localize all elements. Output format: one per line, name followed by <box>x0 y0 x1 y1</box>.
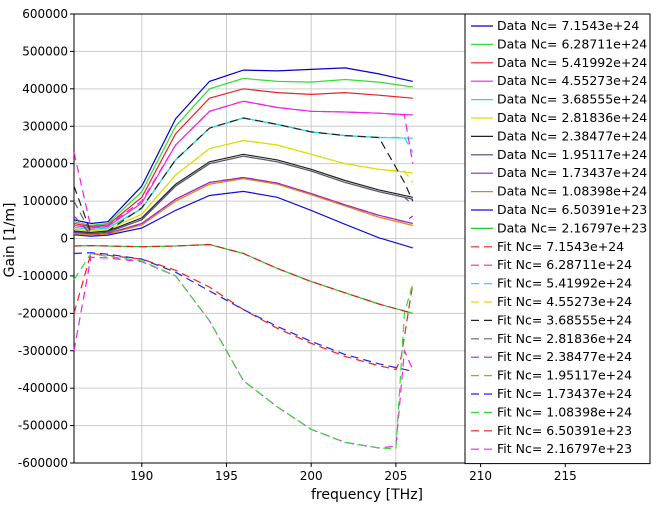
series-line-10 <box>73 190 413 249</box>
legend-entry: Fit Nc= 7.1543e+24 <box>497 239 624 254</box>
legend-entry: Fit Nc= 4.55273e+24 <box>497 294 632 309</box>
series-line-15 <box>73 139 414 232</box>
y-axis-ticks: -600000 -500000 -400000 -300000 -200000 -1000… <box>18 7 74 470</box>
y-tick-label: -500000 <box>18 419 68 433</box>
x-tick-label: 190 <box>130 469 153 483</box>
legend-entry: Data Nc= 3.68555e+24 <box>497 92 647 107</box>
y-tick-label: 400000 <box>22 82 68 96</box>
series-line-16 <box>73 117 414 234</box>
y-tick-label: 200000 <box>22 157 68 171</box>
y-tick-label: 500000 <box>22 44 68 58</box>
series-line-21 <box>73 252 414 450</box>
legend: Data Nc= 7.1543e+24 Data Nc= 6.28711e+24 D… <box>464 13 651 465</box>
series-line-12 <box>73 252 414 371</box>
series-line-1 <box>73 77 413 227</box>
x-tick-label: 215 <box>554 469 577 483</box>
legend-entry: Fit Nc= 1.73437e+24 <box>497 386 632 401</box>
x-tick-label: 200 <box>300 469 323 483</box>
series-line-18 <box>73 176 414 236</box>
legend-entry: Fit Nc= 5.41992e+24 <box>497 276 632 291</box>
legend-entry: Fit Nc= 3.68555e+24 <box>497 312 632 327</box>
legend-entry: Fit Nc= 1.95117e+24 <box>497 368 632 383</box>
series-line-19 <box>73 177 413 236</box>
y-tick-label: -300000 <box>18 344 68 358</box>
legend-box <box>464 13 651 465</box>
legend-entry: Fit Nc= 2.81836e+24 <box>497 331 632 346</box>
legend-entry: Data Nc= 7.1543e+24 <box>497 18 639 33</box>
legend-entry: Data Nc= 2.38477e+24 <box>497 128 647 143</box>
legend-entry: Data Nc= 1.73437e+24 <box>497 165 647 180</box>
legend-entry: Fit Nc= 6.28711e+24 <box>497 257 632 272</box>
series-line-6 <box>73 153 413 234</box>
x-axis-ticks: 190 195 200 205 210 215 <box>130 463 577 483</box>
legend-entry: Data Nc= 6.28711e+24 <box>497 36 647 51</box>
y-tick-label: -100000 <box>18 269 68 283</box>
series-layer <box>73 67 414 450</box>
legend-entry: Fit Nc= 2.16797e+23 <box>497 441 632 456</box>
series-line-23 <box>73 100 414 228</box>
y-tick-label: -200000 <box>18 306 68 320</box>
x-tick-label: 210 <box>469 469 492 483</box>
y-tick-label: 0 <box>60 232 68 246</box>
series-line-0 <box>73 67 413 225</box>
series-line-17 <box>73 155 414 234</box>
legend-entry: Data Nc= 4.55273e+24 <box>497 73 647 88</box>
legend-entry: Data Nc= 6.50391e+23 <box>497 202 647 217</box>
legend-entry: Data Nc= 1.95117e+24 <box>497 147 647 162</box>
legend-entry: Data Nc= 2.81836e+24 <box>497 110 647 125</box>
legend-entry: Data Nc= 2.16797e+23 <box>497 220 647 235</box>
y-tick-label: -600000 <box>18 456 68 470</box>
legend-entry: Data Nc= 5.41992e+24 <box>497 55 647 70</box>
legend-entry: Data Nc= 1.08398e+24 <box>497 184 647 199</box>
legend-entry: Fit Nc= 6.50391e+23 <box>497 423 632 438</box>
y-tick-label: -400000 <box>18 381 68 395</box>
legend-entry: Fit Nc= 1.08398e+24 <box>497 404 632 419</box>
y-tick-label: 100000 <box>22 194 68 208</box>
series-line-20 <box>73 252 413 372</box>
legend-entry: Fit Nc= 2.38477e+24 <box>497 349 632 364</box>
y-tick-label: 600000 <box>22 7 68 21</box>
y-axis-label: Gain [1/m] <box>2 203 18 278</box>
x-axis-label: frequency [THz] <box>311 487 423 503</box>
x-tick-label: 205 <box>384 469 407 483</box>
x-tick-label: 195 <box>215 469 238 483</box>
y-tick-label: 300000 <box>22 119 68 133</box>
series-line-22 <box>73 243 413 314</box>
